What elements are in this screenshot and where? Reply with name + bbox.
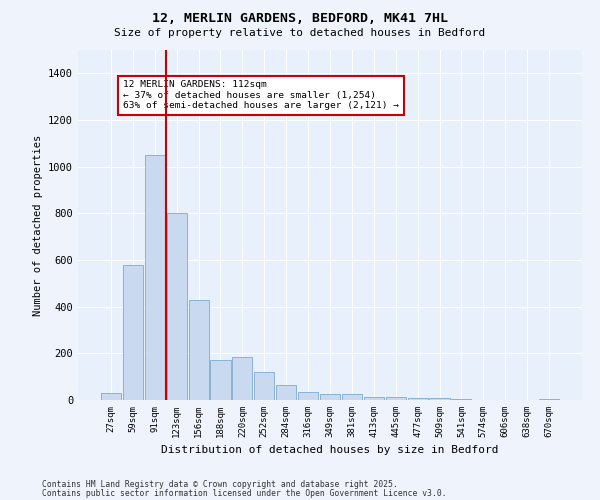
Bar [145,155,165,400]
Text: Contains HM Land Registry data © Crown copyright and database right 2025.: Contains HM Land Registry data © Crown c… [42,480,398,489]
Bar [188,300,209,400]
Bar [320,394,340,400]
Bar [386,396,406,400]
Bar [298,392,318,400]
Y-axis label: Number of detached properties: Number of detached properties [32,134,43,316]
Bar [211,360,230,400]
Bar [276,385,296,400]
Bar [364,396,384,400]
Bar [232,357,253,400]
Bar [430,398,449,400]
Bar [342,394,362,400]
Text: Contains public sector information licensed under the Open Government Licence v3: Contains public sector information licen… [42,489,446,498]
Bar [101,393,121,400]
Bar [167,214,187,400]
Text: 12, MERLIN GARDENS, BEDFORD, MK41 7HL: 12, MERLIN GARDENS, BEDFORD, MK41 7HL [152,12,448,26]
X-axis label: Distribution of detached houses by size in Bedford: Distribution of detached houses by size … [161,446,499,456]
Bar [123,264,143,400]
Bar [407,398,428,400]
Bar [451,399,472,400]
Text: Size of property relative to detached houses in Bedford: Size of property relative to detached ho… [115,28,485,38]
Bar [254,372,274,400]
Text: 12 MERLIN GARDENS: 112sqm
← 37% of detached houses are smaller (1,254)
63% of se: 12 MERLIN GARDENS: 112sqm ← 37% of detac… [123,80,399,110]
Bar [539,399,559,400]
